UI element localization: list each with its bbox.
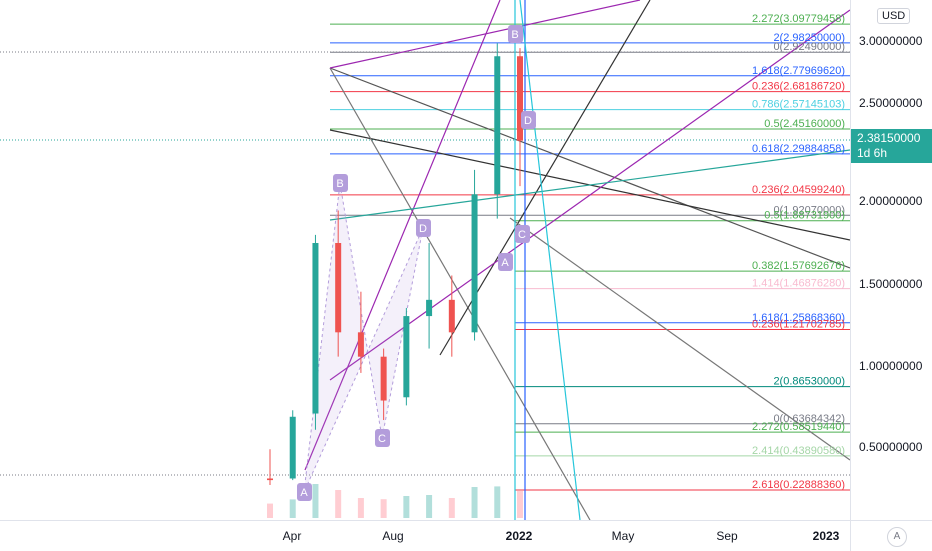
trend-line	[329, 9, 850, 381]
time-tick: Sep	[716, 529, 738, 543]
fib-level-label: 0.618(2.29884858)	[752, 143, 845, 155]
fib-level-label: 1.618(1.25868360)	[752, 312, 845, 324]
fib-retracement-group	[330, 23, 850, 491]
candle-body	[494, 56, 501, 195]
pattern-point-label: B	[511, 29, 518, 41]
candle-body	[380, 356, 387, 401]
candle-body	[517, 56, 523, 141]
price-tick: 2.00000000	[859, 194, 923, 208]
price-tick: 2.50000000	[859, 96, 923, 110]
volume-bar	[471, 487, 478, 518]
volume-bar	[403, 496, 410, 518]
candle-body	[448, 299, 455, 333]
trend-line	[519, 0, 581, 520]
volume-bar	[335, 490, 342, 518]
time-tick: 2023	[812, 529, 840, 543]
candle-body	[426, 299, 433, 317]
pattern-point-label: C	[518, 229, 526, 241]
trend-line	[329, 67, 850, 269]
time-tick: 2022	[505, 529, 533, 543]
pattern-point-badge	[498, 253, 513, 271]
candle-body	[403, 316, 410, 398]
fib-level-label: 2.272(0.58519440)	[752, 421, 845, 433]
pattern-point-badge	[416, 219, 431, 237]
time-axis[interactable]: Apr Aug 2022 May Sep 2023	[0, 520, 850, 551]
pattern-point-label: D	[419, 223, 427, 235]
auto-scale-button[interactable]: A	[887, 527, 907, 547]
currency-badge[interactable]: USD	[877, 8, 911, 24]
volume-bar	[448, 498, 455, 518]
volume-bar	[494, 486, 501, 518]
candle-body	[335, 243, 342, 333]
candle-body	[471, 194, 478, 333]
volume-bars	[267, 484, 523, 518]
volume-bar	[517, 491, 523, 518]
candle-body	[267, 478, 273, 481]
dotted-guide-lines	[0, 51, 850, 476]
candle-body	[357, 332, 364, 357]
fib-level-label: 0.236(1.21702785)	[752, 319, 845, 331]
pattern-point-badge	[521, 111, 536, 129]
pattern-point-badge	[508, 25, 523, 43]
time-tick: May	[611, 529, 635, 543]
price-candles	[267, 43, 523, 485]
time-tick: Aug	[382, 529, 404, 543]
volume-bar	[380, 499, 387, 518]
time-tick: Apr	[282, 529, 302, 543]
volume-bar	[357, 498, 364, 518]
fib-level-label: 2.414(0.43890580)	[752, 445, 845, 457]
trend-line	[329, 149, 850, 221]
trend-line	[304, 0, 501, 471]
last-price-tag: 2.38150000 1d 6h	[851, 129, 932, 163]
last-price-value: 2.38150000	[857, 131, 921, 145]
axis-corner: A	[850, 520, 932, 551]
fib-level-label: 2(0.86530000)	[773, 376, 845, 388]
pattern-point-badge	[333, 174, 348, 192]
trend-line	[329, 0, 641, 69]
fib-level-label: 1.618(2.77969620)	[752, 65, 845, 77]
fib-level-label: 0.5(2.45160000)	[764, 118, 845, 130]
fib-level-label: 0.5(1.88731900)	[764, 210, 845, 222]
pattern-point-badge	[515, 225, 530, 243]
fib-level-label: 0.382(1.57692676)	[752, 260, 845, 272]
volume-bar	[426, 495, 433, 518]
fib-level-label: 2.618(0.22888360)	[752, 479, 845, 491]
candle-body	[312, 243, 319, 414]
pattern-point-label: A	[300, 487, 308, 499]
fib-level-label: 2(2.98250000)	[773, 32, 845, 44]
pattern-point-label: D	[524, 115, 532, 127]
fib-level-label: 1.414(1.46876280)	[752, 278, 845, 290]
volume-bar	[267, 503, 273, 518]
volume-bar	[312, 484, 319, 518]
price-tick: 0.50000000	[859, 440, 923, 454]
chart-plot-area[interactable]: 2.272(3.09779458) 2(2.98250000)0(2.924900…	[0, 0, 850, 520]
price-tick: 3.00000000	[859, 34, 923, 48]
price-tick: 1.00000000	[859, 359, 923, 373]
fib-level-label: 0(0.63684342)	[773, 413, 845, 425]
fib-level-label: 0.236(2.68186720)	[752, 81, 845, 93]
trend-line	[439, 0, 651, 356]
pattern-point-label: B	[336, 178, 343, 190]
volume-bar	[289, 499, 296, 518]
candle-body	[289, 416, 296, 479]
pattern-point-badge	[375, 429, 390, 447]
pattern-point-badge	[297, 483, 312, 501]
fib-level-label: 0(1.92070000)	[773, 204, 845, 216]
price-tick: 1.50000000	[859, 277, 923, 291]
trend-lines-group	[304, 0, 850, 520]
fib-level-label: 0.786(2.57145103)	[752, 99, 845, 111]
fib-level-label: 0.236(2.04599240)	[752, 184, 845, 196]
trend-line	[329, 67, 591, 520]
trend-line	[509, 217, 850, 461]
price-axis[interactable]: USD 3.00000000 2.50000000 2.00000000 1.5…	[850, 0, 932, 520]
pattern-point-label: A	[501, 257, 509, 269]
pattern-point-labels: A B C D A B C D	[297, 25, 536, 501]
pattern-point-label: C	[378, 433, 386, 445]
fib-level-labels: 2.272(3.09779458) 2(2.98250000)0(2.924900…	[752, 13, 845, 491]
bar-countdown: 1d 6h	[857, 146, 888, 160]
fib-level-label: 0(2.92490000)	[773, 41, 845, 53]
fib-level-label: 2.272(3.09779458)	[752, 13, 845, 25]
